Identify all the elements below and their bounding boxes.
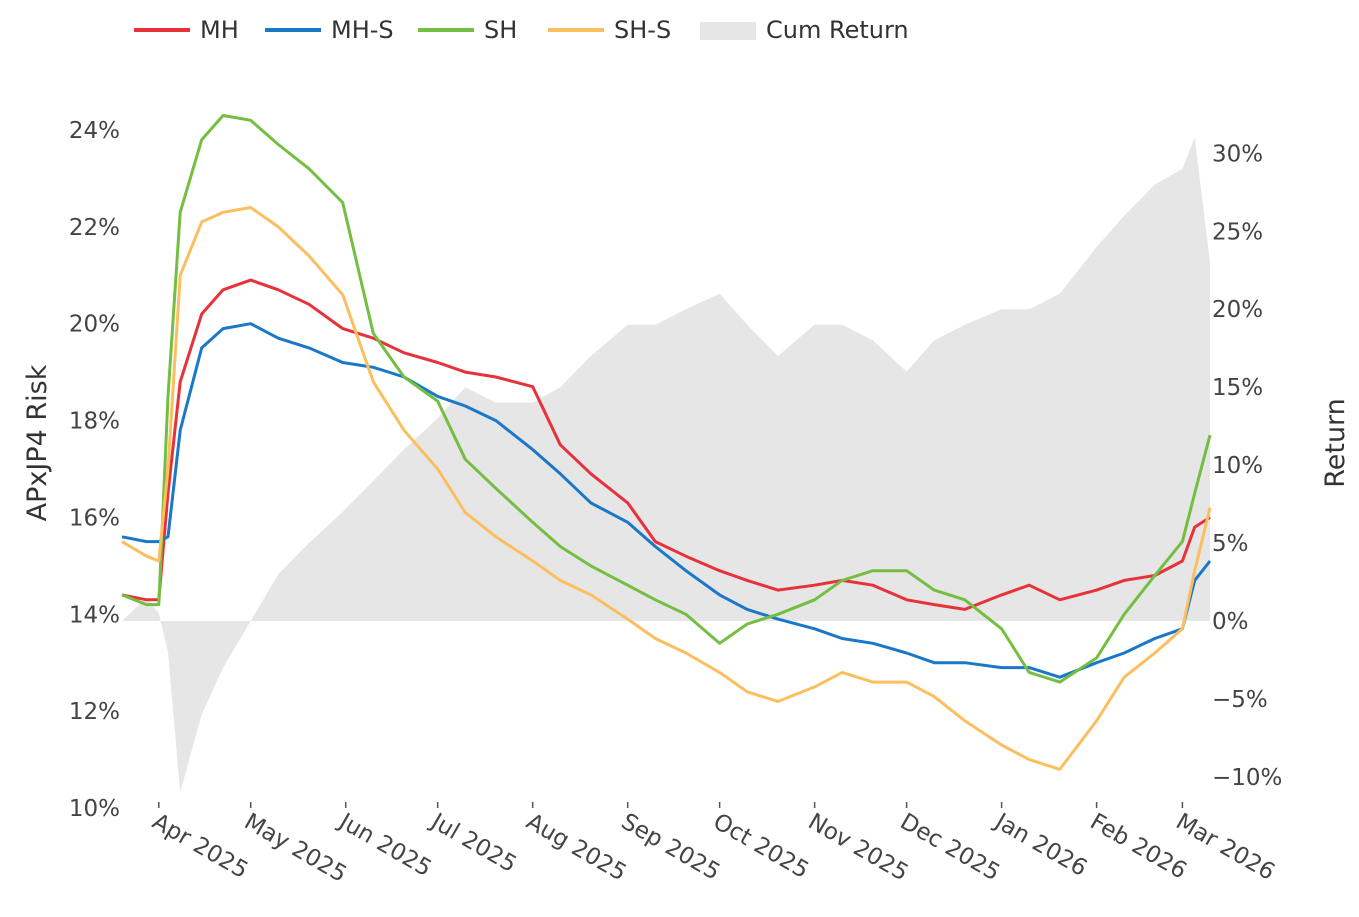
legend-label-cum-return: Cum Return — [766, 16, 909, 44]
x-tick-label: Aug 2025 — [522, 809, 631, 887]
x-tick-label: Sep 2025 — [617, 809, 725, 886]
y-tick-label-right: 25% — [1212, 219, 1263, 245]
y-tick-label-left: 24% — [69, 118, 120, 144]
y-tick-label-left: 10% — [69, 796, 120, 822]
y-tick-label-right: 30% — [1212, 141, 1263, 167]
legend-label-mh: MH — [200, 16, 239, 44]
y-tick-label-right: −10% — [1212, 765, 1282, 791]
series-area-cum-return — [122, 137, 1210, 793]
y-axis-left-title: APxJP4 Risk — [22, 364, 53, 521]
series-line-mh — [121, 278, 1211, 611]
y-tick-label-left: 18% — [69, 409, 120, 435]
x-tick-label: Mar 2026 — [1171, 809, 1279, 886]
y-axis-right-title: Return — [1320, 398, 1351, 488]
y-tick-label-right: 20% — [1212, 297, 1263, 323]
x-tick-label: Dec 2025 — [896, 809, 1005, 887]
y-tick-label-left: 12% — [69, 699, 120, 725]
legend-swatch-cum-return — [700, 22, 756, 40]
series-line-sh — [121, 114, 1212, 684]
y-tick-label-left: 16% — [69, 505, 120, 531]
y-tick-label-right: 0% — [1212, 609, 1249, 635]
series-lines — [121, 114, 1212, 771]
series-line-sh-s — [121, 206, 1212, 771]
x-tick-label: Oct 2025 — [709, 809, 813, 884]
y-tick-label-left: 14% — [69, 602, 120, 628]
x-tick-label: May 2025 — [240, 809, 351, 888]
y-tick-label-right: 5% — [1212, 531, 1249, 557]
y-axis-left: 10% 12% 14% 16% 18% 20% 22% 24% — [69, 118, 120, 822]
x-tick-label: Jul 2025 — [425, 808, 521, 878]
y-tick-label-left: 22% — [69, 215, 120, 241]
x-tick-label: Jan 2026 — [989, 808, 1091, 882]
y-tick-label-right: 15% — [1212, 375, 1263, 401]
series-line-mh-s — [121, 322, 1212, 679]
y-tick-label-right: 10% — [1212, 453, 1263, 479]
y-tick-label-right: −5% — [1212, 687, 1268, 713]
x-tick-label: Nov 2025 — [804, 809, 913, 887]
x-tick-label: Jun 2025 — [333, 808, 436, 882]
legend-label-mh-s: MH-S — [331, 16, 394, 44]
cum-return-area-layer — [122, 137, 1210, 793]
x-tick-label: Apr 2025 — [148, 809, 252, 884]
legend: MH MH-S SH SH-S Cum Return — [134, 16, 909, 44]
y-tick-label-left: 20% — [69, 312, 120, 338]
legend-label-sh: SH — [484, 16, 517, 44]
y-axis-right: −10% −5% 0% 5% 10% 15% 20% 25% 30% — [1212, 141, 1282, 790]
legend-label-sh-s: SH-S — [614, 16, 671, 44]
x-tick-label: Feb 2026 — [1086, 809, 1191, 885]
